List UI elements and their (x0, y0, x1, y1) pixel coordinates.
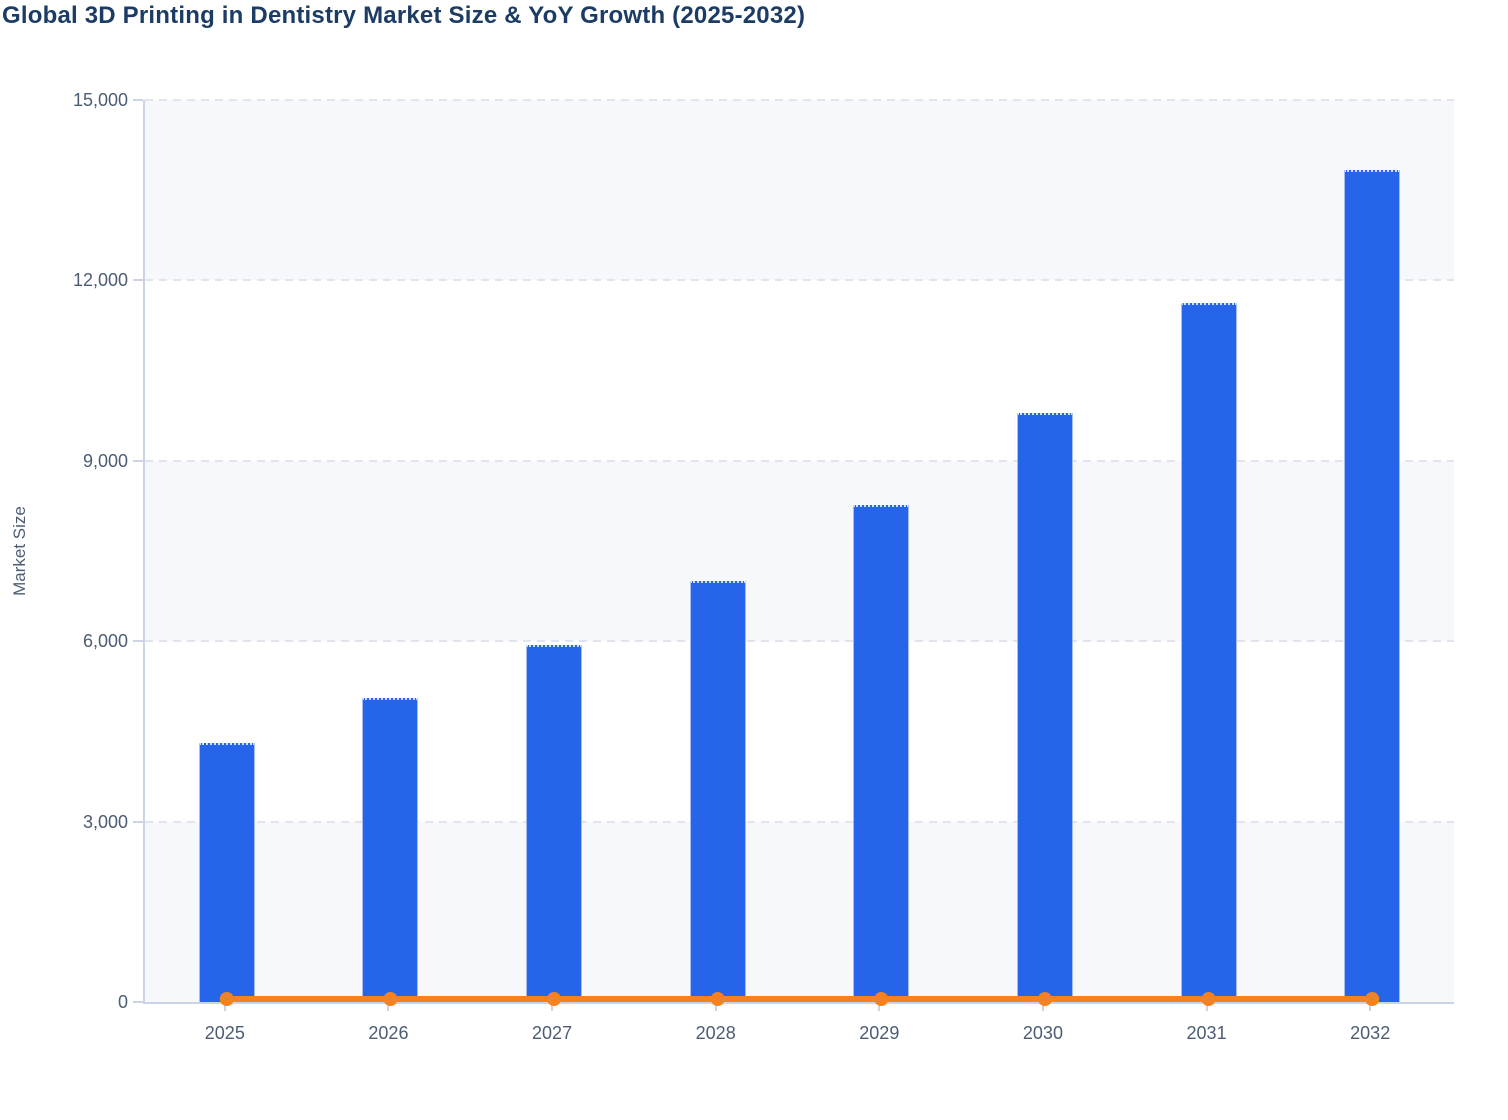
y-tick-label: 0 (117, 992, 128, 1012)
x-tick-label-2027: 2027 (532, 1023, 573, 1043)
y-axis-tick (133, 99, 143, 101)
yoy-growth-point-2026[interactable] (383, 992, 398, 1006)
bar-2030[interactable] (1016, 412, 1073, 1002)
bar-2026[interactable] (362, 697, 419, 1002)
x-tick-label-2031: 2031 (1186, 1023, 1227, 1043)
x-axis-tick (1369, 1002, 1372, 1011)
yoy-growth-point-2030[interactable] (1037, 992, 1052, 1006)
bar-2032[interactable] (1344, 169, 1401, 1002)
plot-area (143, 99, 1454, 1006)
x-tick-label-2025: 2025 (204, 1023, 245, 1043)
y-axis-tick (133, 459, 143, 462)
yoy-growth-point-2031[interactable] (1201, 992, 1216, 1006)
x-axis-tick (1205, 1002, 1208, 1011)
yoy-growth-line-layer (219, 992, 1380, 1006)
yoy-growth-point-2027[interactable] (547, 992, 562, 1006)
y-axis-tick (133, 1001, 143, 1003)
x-axis-tick (551, 1002, 554, 1011)
plot-band (145, 100, 1454, 281)
bar-2031[interactable] (1180, 303, 1237, 1002)
x-tick-label-2029: 2029 (859, 1023, 900, 1043)
grid-line (145, 459, 1454, 462)
bar-2028[interactable] (689, 581, 746, 1002)
chart-title: Global 3D Printing in Dentistry Market S… (2, 2, 806, 29)
grid-line (145, 99, 1454, 101)
y-axis-tick (133, 820, 143, 823)
x-axis-tick (878, 1002, 881, 1011)
yoy-growth-point-2025[interactable] (219, 992, 234, 1006)
x-tick-label-2028: 2028 (695, 1023, 736, 1043)
y-axis-tick (133, 640, 143, 643)
x-axis-tick (714, 1002, 717, 1011)
yoy-growth-point-2032[interactable] (1365, 992, 1380, 1006)
bar-2029[interactable] (853, 505, 910, 1002)
y-tick-label: 3,000 (82, 811, 128, 832)
x-tick-label-2030: 2030 (1022, 1023, 1063, 1043)
y-tick-label: 12,000 (72, 270, 128, 291)
y-axis-tick (133, 279, 143, 282)
y-tick-label: 6,000 (82, 631, 128, 652)
grid-line (145, 820, 1454, 823)
grid-line (145, 640, 1454, 643)
yoy-growth-point-2028[interactable] (710, 992, 725, 1006)
y-tick-label: 9,000 (82, 450, 128, 471)
y-axis-title: Market Size (10, 506, 29, 596)
y-tick-label: 15,000 (72, 90, 128, 110)
grid-line (145, 279, 1454, 282)
bar-2025[interactable] (198, 742, 255, 1002)
yoy-growth-point-2029[interactable] (874, 992, 889, 1006)
x-axis-tick (1041, 1002, 1044, 1011)
x-tick-label-2032: 2032 (1350, 1023, 1391, 1043)
bar-2027[interactable] (526, 645, 583, 1002)
x-axis-tick (223, 1002, 226, 1011)
x-tick-label-2026: 2026 (368, 1023, 409, 1043)
x-axis-tick (387, 1002, 390, 1011)
